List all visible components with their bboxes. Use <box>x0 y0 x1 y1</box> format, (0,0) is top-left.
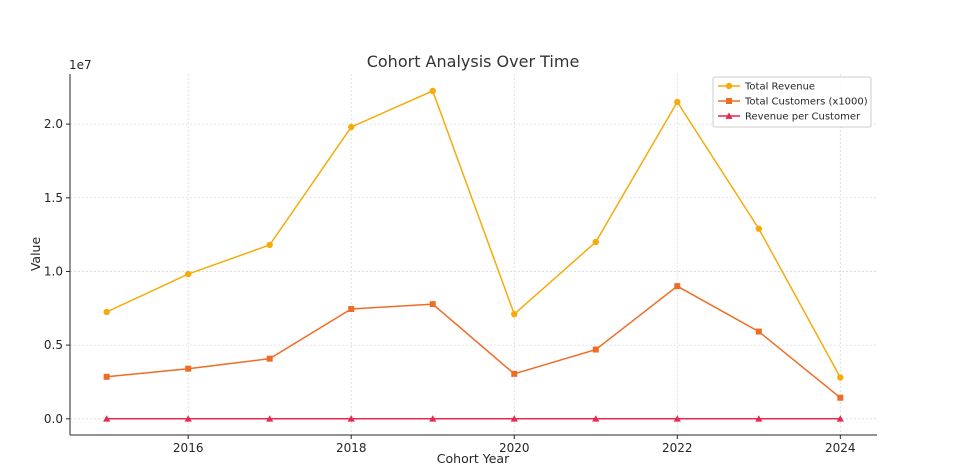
data-point-revenue-per-customer <box>429 415 437 422</box>
data-point-total-customers-x1000 <box>348 306 355 313</box>
legend-marker-total-revenue <box>725 82 733 90</box>
series-total-customers-x1000 <box>103 283 844 401</box>
legend-label-total-revenue: Total Revenue <box>744 82 815 93</box>
data-point-revenue-per-customer <box>673 415 681 422</box>
series-line-total-revenue <box>106 89 841 378</box>
data-point-total-revenue <box>511 310 518 318</box>
data-point-total-customers-x1000 <box>755 328 762 335</box>
data-point-total-revenue <box>103 308 110 316</box>
data-point-total-customers-x1000 <box>103 373 110 380</box>
y-tick-label: 2.0 <box>44 117 63 131</box>
data-point-total-revenue <box>184 270 192 278</box>
data-point-total-customers-x1000 <box>674 283 681 290</box>
x-tick-label: 2020 <box>499 441 530 455</box>
data-point-revenue-per-customer <box>755 415 763 422</box>
chart-title: Cohort Analysis Over Time <box>367 52 580 71</box>
data-point-total-customers-x1000 <box>185 365 192 372</box>
data-point-revenue-per-customer <box>510 415 518 422</box>
series <box>103 87 844 422</box>
data-point-total-revenue <box>674 98 681 106</box>
data-point-total-revenue <box>837 374 844 381</box>
axes <box>69 74 877 436</box>
ticks: 2016 2018 2020 2022 2024 0.0 0.5 1.0 1.5 2.0 <box>44 117 856 455</box>
x-tick-label: 2024 <box>825 441 856 455</box>
data-point-total-revenue <box>755 225 763 232</box>
data-point-total-revenue <box>266 241 273 249</box>
x-axis-label: Cohort Year <box>437 451 510 466</box>
data-point-total-customers-x1000 <box>511 370 518 377</box>
legend-label-revenue-per-customer: Revenue per Customer <box>745 112 861 123</box>
data-point-total-revenue <box>348 123 355 131</box>
y-axis-label: Value <box>28 237 43 272</box>
legend: Total Revenue Total Customers (x1000) Reve… <box>712 76 872 128</box>
series-total-revenue <box>103 87 844 381</box>
data-point-total-customers-x1000 <box>429 301 436 308</box>
y-tick-label: 0.5 <box>44 338 63 352</box>
data-point-total-customers-x1000 <box>592 346 599 353</box>
data-point-revenue-per-customer <box>836 415 844 422</box>
legend-marker-revenue-per-customer <box>725 112 733 119</box>
y-tick-label: 0.0 <box>44 412 63 426</box>
data-point-revenue-per-customer <box>103 415 111 422</box>
series-revenue-per-customer <box>103 415 844 422</box>
data-point-total-customers-x1000 <box>266 355 273 362</box>
data-point-revenue-per-customer <box>592 415 600 422</box>
legend-label-total-customers-x1000: Total Customers (x1000) <box>744 97 868 108</box>
data-point-total-revenue <box>592 238 599 246</box>
legend-frame <box>712 76 872 128</box>
series-line-total-customers-x1000 <box>106 285 841 399</box>
y-axis-offset-label: 1e7 <box>69 58 92 72</box>
data-point-total-customers-x1000 <box>837 394 844 401</box>
data-point-total-revenue <box>429 87 436 95</box>
data-point-revenue-per-customer <box>184 415 192 422</box>
y-tick-label: 1.5 <box>44 191 63 205</box>
data-point-revenue-per-customer <box>266 415 274 422</box>
y-tick-label: 1.0 <box>44 264 63 278</box>
legend-marker-total-customers-x1000 <box>726 98 732 104</box>
x-tick-label: 2022 <box>662 441 693 455</box>
grid <box>70 74 877 435</box>
x-tick-label: 2018 <box>336 441 367 455</box>
x-tick-label: 2016 <box>173 441 204 455</box>
data-point-revenue-per-customer <box>347 415 355 422</box>
